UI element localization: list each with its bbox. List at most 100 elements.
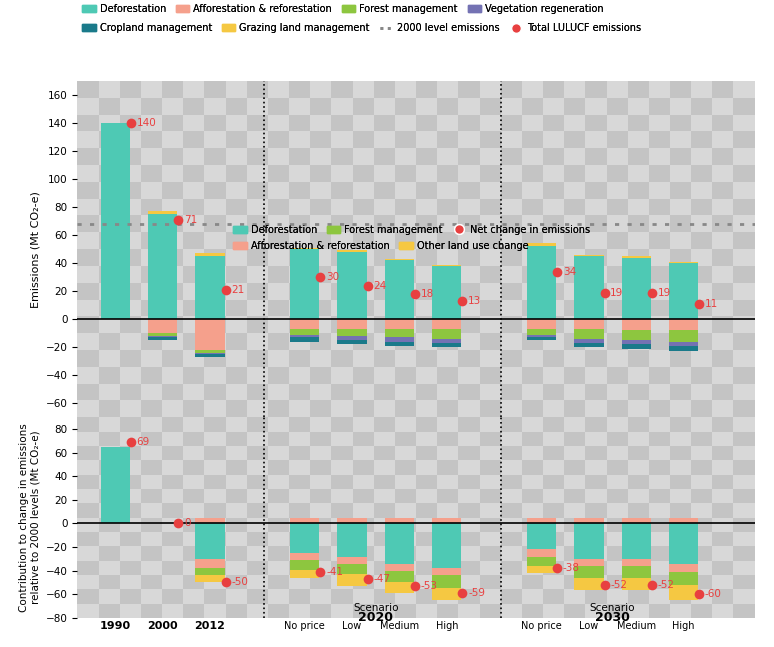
Bar [670, 489, 691, 503]
Bar [120, 417, 141, 432]
Bar [712, 232, 734, 249]
Bar [622, 256, 651, 258]
Bar [691, 384, 712, 400]
Bar [755, 182, 774, 199]
Bar [416, 300, 437, 316]
Bar [501, 384, 522, 400]
Bar [183, 350, 204, 367]
Bar [331, 389, 352, 403]
Bar [458, 589, 480, 604]
Bar [352, 460, 374, 475]
Bar [98, 460, 120, 475]
Bar [289, 575, 310, 589]
Bar [331, 316, 352, 333]
Bar [734, 64, 755, 81]
Bar [225, 215, 247, 232]
Bar [395, 518, 416, 532]
Bar [734, 532, 755, 546]
Bar [120, 300, 141, 316]
Bar [522, 589, 543, 604]
Bar [734, 283, 755, 300]
Bar [501, 283, 522, 300]
Bar [225, 199, 247, 215]
Bar [416, 47, 437, 64]
Bar [98, 503, 120, 518]
Y-axis label: Emissions (Mt CO₂-e): Emissions (Mt CO₂-e) [30, 191, 40, 307]
Bar [289, 560, 310, 575]
Bar [395, 575, 416, 589]
Bar [225, 333, 247, 350]
Bar [120, 47, 141, 64]
Bar [225, 589, 247, 604]
Bar [437, 384, 458, 400]
Bar [522, 81, 543, 98]
Bar [310, 115, 331, 131]
Bar [543, 518, 564, 532]
Bar [734, 115, 755, 131]
Bar [628, 115, 649, 131]
Bar [290, 319, 320, 329]
Bar [480, 400, 501, 417]
Bar [501, 589, 522, 604]
Bar [225, 604, 247, 618]
Bar [585, 575, 607, 589]
Bar [755, 475, 774, 489]
Bar [543, 300, 564, 316]
Bar [437, 475, 458, 489]
Bar [331, 64, 352, 81]
Bar [77, 389, 98, 403]
Bar [543, 589, 564, 604]
Bar [331, 81, 352, 98]
Bar [337, 250, 367, 252]
Bar [98, 266, 120, 283]
Bar [501, 518, 522, 532]
Bar [101, 123, 130, 319]
Bar [734, 446, 755, 460]
Bar [77, 232, 98, 249]
Bar [310, 389, 331, 403]
Bar [734, 131, 755, 148]
Bar [691, 446, 712, 460]
Bar [120, 215, 141, 232]
Bar [480, 115, 501, 131]
Bar [437, 518, 458, 532]
Bar [289, 199, 310, 215]
Bar [712, 300, 734, 316]
Bar [480, 131, 501, 148]
Bar [162, 148, 183, 165]
Bar [331, 47, 352, 64]
Bar [141, 604, 162, 618]
Bar [162, 403, 183, 417]
Bar [289, 589, 310, 604]
Bar [247, 400, 268, 417]
Bar [649, 199, 670, 215]
Bar [162, 604, 183, 618]
Bar [195, 523, 224, 559]
Bar [755, 417, 774, 432]
Bar [289, 532, 310, 546]
Bar [162, 199, 183, 215]
Bar [522, 518, 543, 532]
Bar [712, 403, 734, 417]
Bar [225, 489, 247, 503]
Bar [437, 400, 458, 417]
Bar [691, 532, 712, 546]
Bar [77, 182, 98, 199]
Bar [437, 64, 458, 81]
Bar [458, 560, 480, 575]
Bar [289, 432, 310, 446]
Bar [331, 367, 352, 384]
Bar [501, 350, 522, 367]
Bar [712, 560, 734, 575]
Bar [352, 232, 374, 249]
Bar [480, 604, 501, 618]
Bar [374, 417, 395, 432]
Bar [522, 283, 543, 300]
Bar [98, 546, 120, 560]
Bar [712, 446, 734, 460]
Bar [691, 546, 712, 560]
Bar [501, 333, 522, 350]
Bar [141, 232, 162, 249]
Bar [712, 283, 734, 300]
Bar [755, 283, 774, 300]
